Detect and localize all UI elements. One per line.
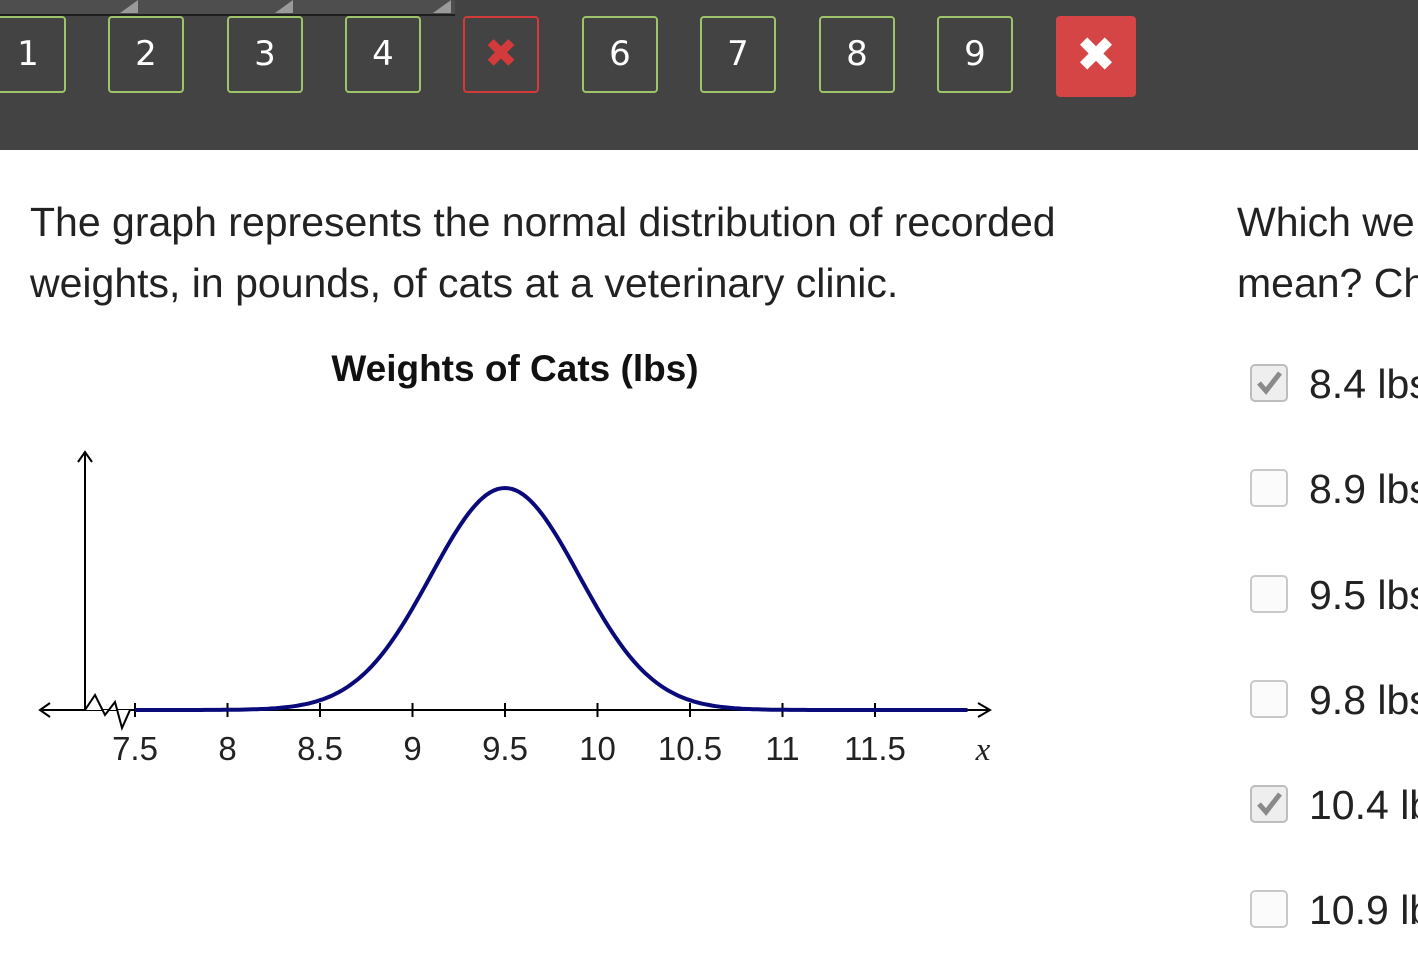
answer-option-label: 9.8 lbs bbox=[1309, 677, 1418, 723]
answer-option-label: 9.5 lbs bbox=[1309, 572, 1418, 618]
answer-option[interactable]: 8.9 lbs bbox=[1250, 465, 1418, 515]
answer-option[interactable]: 10.9 lbs bbox=[1250, 886, 1418, 936]
x-tick-label: 8.5 bbox=[297, 730, 343, 767]
answer-option[interactable]: 9.8 lbs bbox=[1250, 676, 1418, 726]
question-1-button[interactable]: 1 bbox=[0, 16, 66, 93]
x-tick-label: 8 bbox=[218, 730, 236, 767]
chart-plot: 7.5 8 8.5 9 9.5 10 10.5 11 11.5 x bbox=[38, 450, 992, 768]
y-axis-arrow-icon bbox=[77, 450, 93, 463]
checkmark-icon bbox=[1257, 792, 1282, 816]
checkbox[interactable] bbox=[1250, 680, 1288, 718]
x-tick-label: 10.5 bbox=[658, 730, 722, 767]
tab-divider bbox=[275, 0, 293, 13]
question-text: The graph represents the normal distribu… bbox=[30, 199, 1056, 306]
question-nav-bar: 1 2 3 4 ✖ 6 7 8 9 ✖ bbox=[0, 0, 1418, 150]
chart-title: Weights of Cats (lbs) bbox=[331, 348, 699, 389]
tab-divider bbox=[433, 0, 451, 13]
answer-option[interactable]: 9.5 lbs bbox=[1250, 571, 1418, 621]
x-tick-label: 10 bbox=[579, 730, 616, 767]
question-4-button[interactable]: 4 bbox=[345, 16, 421, 93]
x-axis-label: x bbox=[975, 732, 991, 768]
question-3-button[interactable]: 3 bbox=[227, 16, 303, 93]
close-button[interactable]: ✖ bbox=[1056, 16, 1136, 97]
x-axis-right-arrow-icon bbox=[977, 702, 992, 718]
question-9-button[interactable]: 9 bbox=[937, 16, 1013, 93]
x-tick-label: 9 bbox=[403, 730, 421, 767]
question-7-button[interactable]: 7 bbox=[700, 16, 776, 93]
answer-option-label: 8.4 lbs bbox=[1309, 361, 1418, 407]
checkbox-checked[interactable] bbox=[1250, 364, 1288, 402]
answer-option-label: 10.9 lbs bbox=[1309, 887, 1418, 933]
x-axis-left-arrow-icon bbox=[38, 702, 51, 718]
question-5-incorrect-button[interactable]: ✖ bbox=[463, 16, 539, 93]
chart: Weights of Cats (lbs) 7.5 8 8.5 9 9.5 10 10.5 1… bbox=[20, 330, 1020, 804]
answer-option-label: 10.4 lbs bbox=[1309, 782, 1418, 828]
question-prompt: Which we mean? Ch bbox=[1237, 199, 1418, 306]
checkbox[interactable] bbox=[1250, 575, 1288, 613]
answer-option[interactable]: 8.4 lbs bbox=[1250, 360, 1418, 410]
answer-option-label: 8.9 lbs bbox=[1309, 466, 1418, 512]
x-tick-label: 11.5 bbox=[844, 730, 906, 767]
question-6-button[interactable]: 6 bbox=[582, 16, 658, 93]
x-tick-label: 11 bbox=[765, 730, 799, 767]
checkbox[interactable] bbox=[1250, 890, 1288, 928]
distribution-curve bbox=[135, 485, 968, 712]
axis-break-icon bbox=[84, 693, 138, 731]
tab-strip bbox=[0, 0, 455, 16]
answer-option[interactable]: 10.4 lbs bbox=[1250, 781, 1418, 831]
checkmark-icon bbox=[1257, 371, 1282, 395]
x-tick-label: 7.5 bbox=[112, 730, 158, 767]
question-8-button[interactable]: 8 bbox=[819, 16, 895, 93]
checkbox-checked[interactable] bbox=[1250, 785, 1288, 823]
question-2-button[interactable]: 2 bbox=[108, 16, 184, 93]
tab-divider bbox=[120, 0, 138, 13]
x-tick-label: 9.5 bbox=[482, 730, 528, 767]
checkbox[interactable] bbox=[1250, 469, 1288, 507]
